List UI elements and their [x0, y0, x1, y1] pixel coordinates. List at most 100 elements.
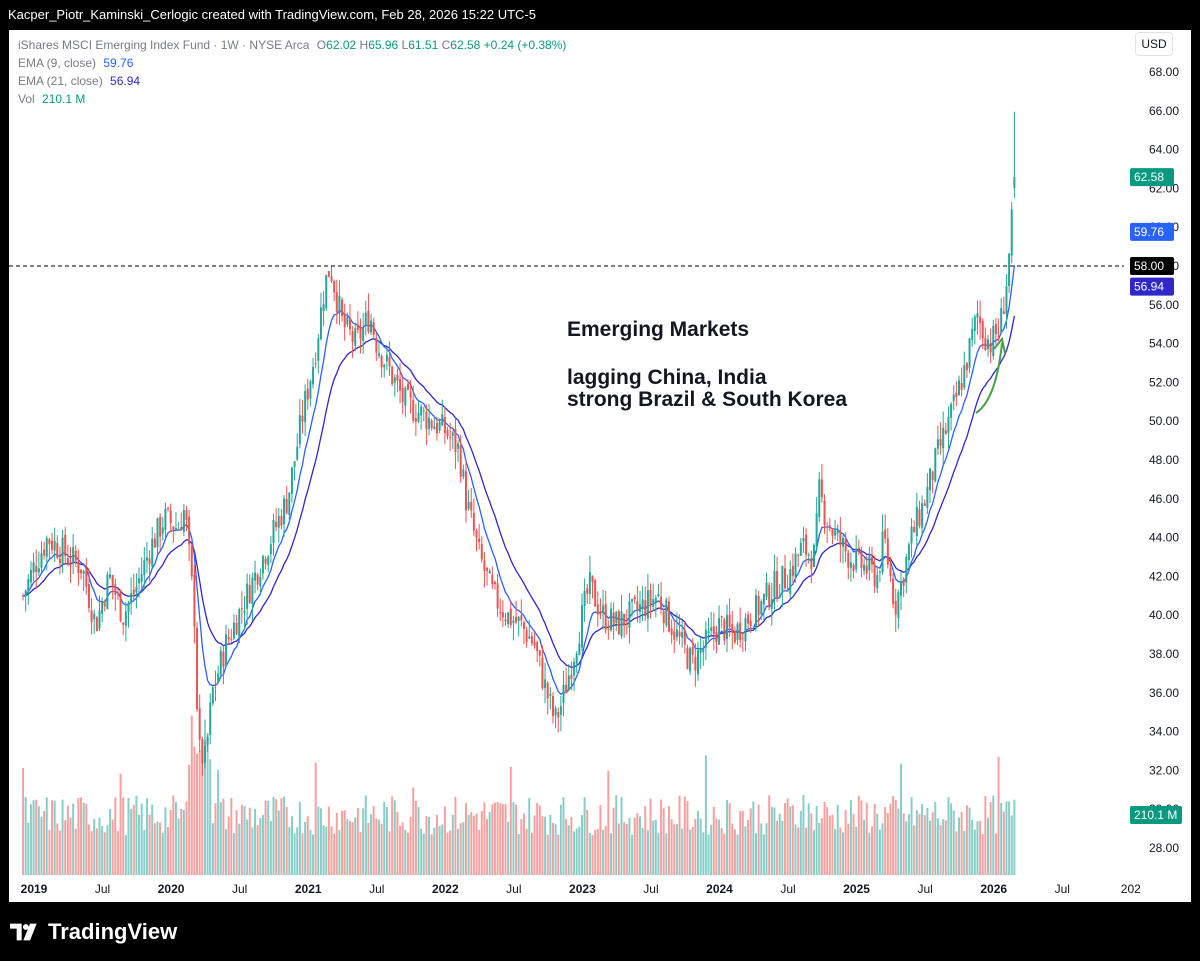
volume-bar — [225, 829, 228, 875]
legend-ema21-row[interactable]: EMA (21, close) 56.94 — [18, 72, 566, 90]
volume-bar — [1010, 815, 1013, 875]
candle-body — [1010, 209, 1013, 256]
volume-bar — [596, 828, 599, 875]
x-tick-label: 2024 — [706, 882, 733, 896]
candle-body — [240, 607, 243, 609]
candle-body — [725, 615, 728, 640]
volume-bar — [897, 808, 900, 875]
candle-body — [910, 526, 913, 544]
volume-bar — [899, 763, 902, 875]
x-tick-label: Jul — [917, 882, 932, 896]
candle-body — [810, 558, 813, 570]
candle-body — [319, 307, 322, 340]
volume-bar — [319, 808, 322, 875]
candle-body — [681, 632, 684, 638]
candle-body — [847, 552, 850, 568]
volume-bar — [623, 822, 626, 875]
legend-low: 61.51 — [408, 38, 439, 52]
y-tick-label: 42.00 — [1149, 569, 1179, 583]
candle-body — [333, 281, 336, 293]
volume-bar — [747, 819, 750, 875]
annotation-title: Emerging Markets — [567, 318, 750, 341]
volume-bar — [48, 830, 51, 875]
legend-ema9-row[interactable]: EMA (9, close) 59.76 — [18, 54, 566, 72]
volume-bar — [40, 816, 43, 875]
candle-body — [354, 328, 357, 346]
candle-body — [338, 295, 341, 314]
y-tick-label: 50.00 — [1149, 414, 1179, 428]
y-tick-label: 44.00 — [1149, 531, 1179, 545]
candle-body — [878, 571, 881, 573]
y-tick-label: 38.00 — [1149, 647, 1179, 661]
candle-body — [138, 578, 141, 584]
candle-body — [428, 417, 431, 430]
volume-bar — [430, 834, 433, 875]
candle-body — [472, 513, 475, 531]
volume-bar — [417, 806, 420, 875]
candle-body — [620, 611, 623, 637]
volume-bar — [196, 753, 199, 875]
candle-body — [554, 708, 557, 716]
volume-bar — [235, 810, 238, 875]
candle-body — [625, 623, 628, 625]
candle-body — [644, 600, 647, 616]
volume-bar — [689, 829, 692, 875]
trend-arrow — [975, 342, 1003, 414]
candle-body — [533, 642, 536, 646]
tradingview-brand: TradingView — [48, 919, 178, 944]
candle-body — [667, 601, 670, 632]
volume-bar — [944, 820, 947, 875]
volume-bar — [499, 803, 502, 875]
volume-bar — [544, 816, 547, 875]
volume-bar — [768, 795, 771, 875]
tradingview-logo[interactable]: TradingView — [10, 919, 177, 945]
volume-bar — [95, 828, 98, 875]
volume-bar — [227, 816, 230, 875]
volume-bar — [820, 818, 823, 875]
candle-body — [222, 651, 225, 668]
volume-bar — [876, 813, 879, 875]
volume-bar — [712, 806, 715, 875]
candle-body — [754, 595, 757, 628]
volume-bar — [343, 810, 346, 875]
volume-bar — [264, 800, 267, 875]
candle-body — [596, 604, 599, 615]
candle-body — [749, 620, 752, 627]
volume-bar — [333, 833, 336, 875]
volume-bar — [673, 824, 676, 875]
volume-bar — [467, 815, 470, 875]
candle-body — [198, 708, 201, 740]
currency-button[interactable]: USD — [1135, 32, 1173, 56]
volume-bar — [799, 810, 802, 875]
candle-body — [132, 589, 135, 594]
volume-bar — [232, 832, 235, 875]
x-tick-label: 2021 — [295, 882, 322, 896]
volume-bar — [960, 811, 963, 875]
candle-body — [979, 316, 982, 324]
volume-bar — [865, 802, 868, 875]
volume-bar — [29, 804, 32, 875]
candle-body — [997, 332, 1000, 334]
price-chart[interactable]: 68.0066.0064.0062.0060.0058.0056.0054.00… — [9, 30, 1191, 902]
volume-bar — [462, 822, 465, 875]
volume-bar — [638, 816, 641, 875]
volume-bar — [723, 833, 726, 875]
candle-body — [921, 503, 924, 528]
candle-body — [362, 326, 365, 341]
volume-bar — [625, 823, 628, 875]
volume-bar — [681, 828, 684, 875]
volume-bar — [628, 817, 631, 875]
legend-open-label: O — [316, 38, 327, 52]
candle-body — [836, 530, 839, 534]
candle-body — [359, 328, 362, 340]
volume-bar — [122, 797, 125, 875]
candle-body — [396, 374, 399, 381]
legend-vol-row[interactable]: Vol 210.1 M — [18, 90, 566, 108]
y-tick-label: 64.00 — [1149, 143, 1179, 157]
candle-body — [145, 557, 148, 561]
volume-bar — [731, 823, 734, 875]
legend-symbol[interactable]: iShares MSCI Emerging Index Fund · 1W · … — [18, 38, 310, 52]
candle-body — [567, 675, 570, 691]
volume-bar — [907, 814, 910, 875]
volume-bar — [781, 820, 784, 875]
